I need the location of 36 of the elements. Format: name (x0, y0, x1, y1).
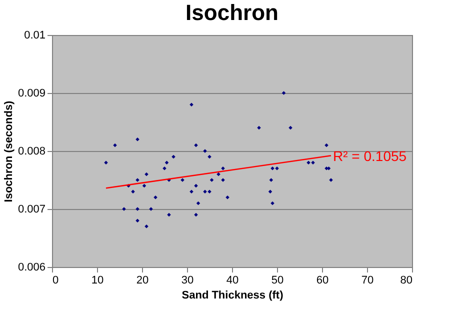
y-tick-label: 0.008 (18, 146, 46, 158)
x-tick-label: 50 (271, 274, 284, 286)
point (194, 184, 198, 188)
x-tick-label: 40 (226, 274, 239, 286)
point (288, 126, 292, 130)
point (164, 160, 169, 164)
x-tick-label: 30 (181, 274, 194, 286)
point (268, 190, 272, 194)
y-tick-label: 0.006 (18, 262, 46, 274)
x-tick-label: 10 (91, 274, 104, 286)
point (144, 172, 148, 176)
point (194, 143, 198, 148)
y-tick-label: 0.007 (18, 204, 46, 216)
point (194, 212, 198, 217)
point (113, 143, 117, 148)
point (167, 212, 171, 217)
x-tick-label: 0 (52, 274, 59, 286)
y-tick-label: 0.01 (24, 30, 46, 42)
x-tick-label: 60 (316, 274, 329, 286)
x-axis-title: Sand Thickness (ft) (182, 290, 284, 302)
point (257, 126, 261, 130)
annotation: R² = 0.1055 (333, 148, 407, 164)
chart-title: Isochron (186, 0, 278, 25)
x-tick-label: 70 (361, 274, 374, 286)
point (282, 91, 286, 95)
point (216, 172, 220, 176)
y-tick-label: 0.009 (18, 88, 46, 100)
y-axis-title: Isochron (seconds) (2, 100, 15, 202)
point (208, 154, 212, 159)
point (172, 154, 176, 159)
point (269, 178, 274, 182)
point (270, 201, 274, 206)
point (210, 178, 214, 182)
point (324, 143, 328, 148)
x-tick-label: 80 (400, 274, 412, 286)
x-tick-label: 20 (136, 274, 149, 286)
